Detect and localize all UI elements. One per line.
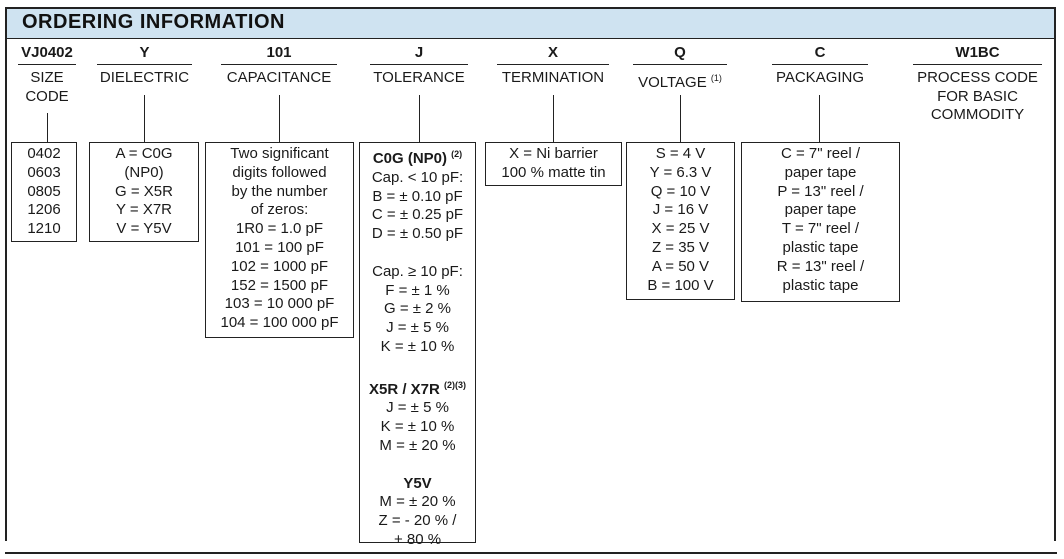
divider [497, 64, 609, 65]
code-process: W1BC [955, 44, 1000, 61]
code-packaging: C [814, 44, 826, 61]
code-size: VJ0402 [21, 44, 73, 61]
connector [279, 95, 280, 142]
divider [97, 64, 192, 65]
column-capacitance: 101 CAPACITANCE [221, 43, 337, 88]
label-capacitance: CAPACITANCE [226, 69, 332, 86]
connector [680, 95, 681, 142]
packaging-options-box: C = 7" reel / paper tape P = 13" reel / pap… [741, 142, 900, 302]
label-packaging: PACKAGING [775, 69, 865, 86]
label-size: SIZE CODE [25, 69, 69, 105]
column-termination: X TERMINATION [497, 43, 609, 88]
divider [370, 64, 468, 65]
capacitance-options-box: Two significant digits followed by the num… [205, 142, 354, 338]
connector [419, 95, 420, 142]
connector [47, 113, 48, 142]
tolerance-options-box: C0G (NP0) (2) Cap. < 10 pF: B = ± 0.10 pF… [359, 142, 476, 548]
divider [221, 64, 337, 65]
column-voltage: Q VOLTAGE (1) [633, 43, 727, 93]
ordering-info-frame [5, 7, 1056, 541]
column-packaging: C PACKAGING [772, 43, 868, 88]
divider [913, 64, 1042, 65]
column-tolerance: J TOLERANCE [370, 43, 468, 88]
column-size: VJ0402 SIZE CODE [18, 43, 76, 106]
divider [772, 64, 868, 65]
size-options-box: 0402 0603 0805 1206 1210 [11, 142, 77, 242]
section-title: ORDERING INFORMATION [22, 11, 285, 33]
code-termination: X [547, 44, 558, 61]
code-capacitance: 101 [266, 44, 292, 61]
code-voltage: Q [674, 44, 686, 61]
connector [144, 95, 145, 142]
label-termination: TERMINATION [501, 69, 605, 86]
connector [819, 95, 820, 142]
label-dielectric: DIELECTRIC [99, 69, 190, 86]
divider [633, 64, 727, 65]
label-voltage: VOLTAGE (1) [638, 73, 722, 91]
code-dielectric: Y [139, 44, 150, 61]
column-dielectric: Y DIELECTRIC [97, 43, 192, 88]
connector [553, 95, 554, 142]
code-tolerance: J [414, 44, 424, 61]
divider [18, 64, 76, 65]
label-process: PROCESS CODE FOR BASIC COMMODITY [917, 69, 1038, 123]
column-process-code: W1BC PROCESS CODE FOR BASIC COMMODITY [913, 43, 1042, 125]
label-tolerance: TOLERANCE [373, 69, 465, 86]
header-band [7, 9, 1054, 39]
termination-options-box: X = Ni barrier 100 % matte tin [485, 142, 622, 186]
dielectric-options-box: A = C0G (NP0) G = X5R Y = X7R V = Y5V [89, 142, 199, 242]
bottom-rule [5, 552, 1057, 554]
